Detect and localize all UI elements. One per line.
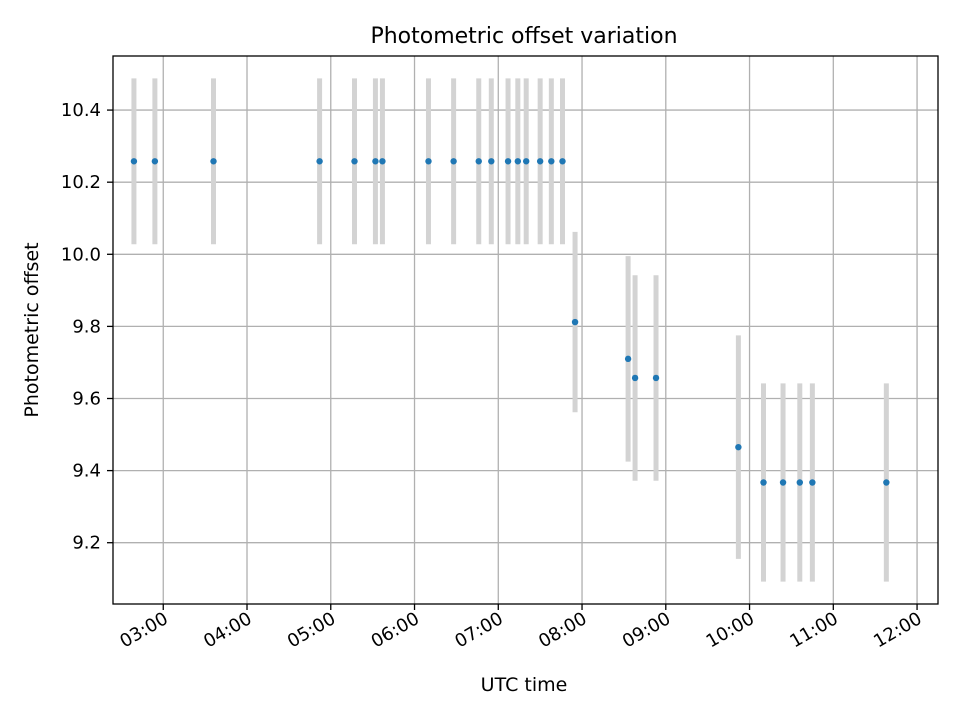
data-point — [883, 479, 890, 486]
data-point — [475, 158, 482, 165]
data-point — [425, 158, 432, 165]
x-tick-label: 09:00 — [619, 608, 674, 652]
data-point — [624, 355, 632, 363]
x-tick-label: 07:00 — [451, 608, 506, 652]
x-tick-label: 11:00 — [786, 608, 841, 652]
data-point — [379, 158, 386, 165]
data-point — [522, 158, 530, 165]
x-tick-label: 08:00 — [535, 608, 590, 652]
data-points — [130, 158, 890, 486]
x-tick-label: 10:00 — [703, 608, 758, 652]
data-point — [488, 158, 495, 165]
x-tick-label: 04:00 — [200, 608, 255, 652]
data-point — [514, 158, 522, 165]
x-tick-label: 03:00 — [116, 608, 171, 652]
y-tick-label: 10.2 — [61, 172, 101, 193]
data-point — [151, 158, 159, 165]
y-axis-label: Photometric offset — [21, 242, 43, 417]
plot-frame — [112, 55, 939, 605]
data-point — [372, 158, 379, 165]
data-point — [316, 158, 323, 165]
y-tick-label: 10.4 — [61, 100, 101, 121]
data-point — [631, 374, 639, 382]
x-tick-label: 12:00 — [870, 608, 925, 652]
x-tick-label: 05:00 — [284, 608, 339, 652]
x-tick-label: 06:00 — [368, 608, 423, 652]
data-point — [809, 479, 816, 486]
data-point — [351, 158, 358, 165]
data-point — [450, 158, 457, 165]
data-point — [504, 158, 512, 165]
y-tick-label: 9.6 — [72, 389, 101, 410]
y-tick-label: 9.4 — [72, 461, 101, 482]
data-point — [130, 158, 138, 165]
y-tick-label: 10.0 — [61, 244, 101, 265]
data-point — [536, 158, 544, 165]
data-point — [571, 318, 579, 326]
x-axis-label: UTC time — [481, 674, 568, 696]
data-point — [548, 158, 555, 165]
data-point — [210, 158, 217, 165]
data-point — [559, 158, 566, 165]
x-axis-ticks: 03:00 04:00 05:00 06:00 07:00 08:00 09:00 10:00… — [116, 604, 926, 652]
data-point — [779, 479, 787, 486]
data-point — [796, 479, 804, 486]
data-point — [652, 374, 660, 382]
chart-title: Photometric offset variation — [370, 24, 677, 49]
data-point — [735, 443, 742, 451]
y-axis-ticks: 9.2 9.4 9.6 9.8 10.0 10.2 10.4 — [61, 100, 113, 554]
y-tick-label: 9.8 — [72, 316, 101, 337]
y-tick-label: 9.2 — [72, 533, 101, 554]
data-point — [760, 479, 767, 486]
